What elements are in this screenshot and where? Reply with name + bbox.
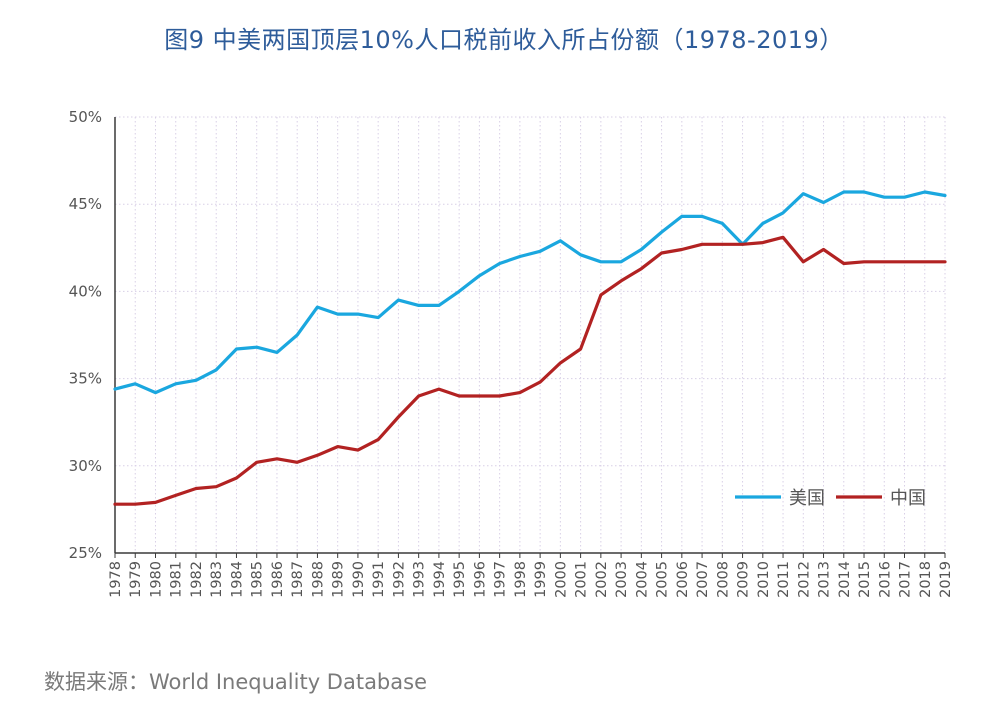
x-tick-label: 2014 (837, 561, 853, 598)
x-tick-label: 1986 (270, 561, 286, 598)
x-tick-label: 2004 (634, 561, 650, 598)
x-tick-label: 2000 (553, 561, 569, 598)
x-tick-label: 1998 (513, 561, 529, 598)
x-tick-label: 2009 (736, 561, 752, 598)
y-tick-label: 30% (69, 457, 102, 475)
x-tick-label: 2002 (594, 561, 610, 598)
x-tick-label: 1980 (148, 561, 164, 598)
x-tick-label: 2008 (715, 561, 731, 598)
x-tick-label: 2010 (756, 561, 772, 598)
x-tick-label: 2005 (655, 561, 671, 598)
x-tick-label: 1999 (533, 561, 549, 598)
x-tick-label: 1979 (128, 561, 144, 598)
series-line (113, 235, 947, 506)
x-tick-label: 1982 (189, 561, 205, 598)
x-tick-label: 1985 (250, 561, 266, 598)
x-tick-label: 2013 (817, 561, 833, 598)
x-tick-label: 1994 (432, 561, 448, 598)
x-axis-ticks: 1978 1979 1980 1981 1982 1983 1984 1985 1986 1987… (108, 553, 954, 598)
x-tick-label: 2007 (695, 561, 711, 598)
x-tick-label: 1993 (412, 561, 428, 598)
x-tick-label: 1987 (290, 561, 306, 598)
legend: 美国 中国 (735, 488, 926, 509)
y-tick-label: 35% (69, 370, 102, 388)
x-tick-label: 2001 (574, 561, 590, 598)
x-tick-label: 1983 (209, 561, 225, 598)
chart-title: 图9 中美两国顶层10%人口税前收入所占份额（1978-2019） (164, 26, 844, 54)
x-tick-label: 1978 (108, 561, 124, 598)
y-tick-label: 45% (69, 195, 102, 213)
x-tick-label: 1989 (331, 561, 347, 598)
x-tick-label: 1988 (310, 561, 326, 598)
y-tick-label: 25% (69, 544, 102, 562)
x-tick-label: 1984 (229, 561, 245, 598)
x-tick-label: 2019 (938, 561, 954, 598)
legend-label: 美国 (789, 488, 825, 509)
x-tick-label: 1981 (169, 561, 185, 598)
series-line (113, 190, 947, 395)
x-tick-label: 2011 (776, 561, 792, 598)
x-tick-label: 1996 (472, 561, 488, 598)
x-tick-label: 1990 (351, 561, 367, 598)
series-lines (113, 190, 947, 506)
x-tick-label: 2018 (918, 561, 934, 598)
x-tick-label: 2016 (877, 561, 893, 598)
data-source-note: 数据来源：World Inequality Database (44, 670, 427, 694)
y-axis-ticks: 25% 30% 35% 40% 45% 50% (69, 108, 102, 562)
x-tick-label: 2017 (898, 561, 914, 598)
x-tick-label: 2006 (675, 561, 691, 598)
x-tick-label: 1995 (452, 561, 468, 598)
y-tick-label: 40% (69, 282, 102, 300)
y-tick-label: 50% (69, 108, 102, 126)
x-tick-label: 2015 (857, 561, 873, 598)
x-tick-label: 1991 (371, 561, 387, 598)
axes (114, 117, 945, 554)
x-tick-label: 2012 (796, 561, 812, 598)
x-tick-label: 1997 (493, 561, 509, 598)
grid-lines (114, 116, 946, 553)
x-tick-label: 2003 (614, 561, 630, 598)
x-tick-label: 1992 (391, 561, 407, 598)
legend-label: 中国 (890, 488, 926, 509)
